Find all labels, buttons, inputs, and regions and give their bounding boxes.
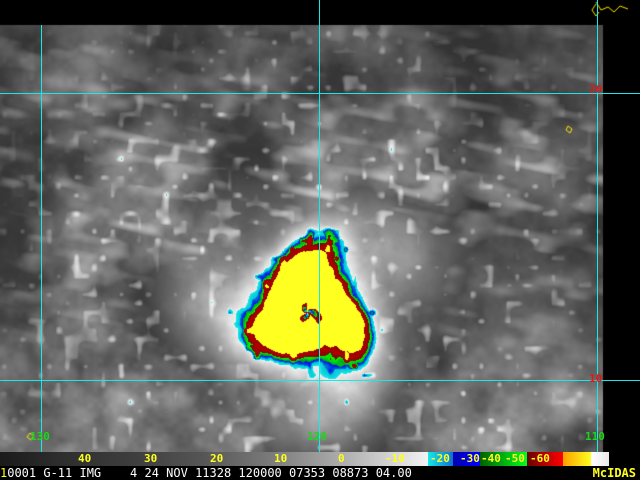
infrared-satellite-canvas xyxy=(0,0,640,452)
grid-parallel-10 xyxy=(0,380,640,381)
status-frame-prefix: 1 xyxy=(0,466,8,480)
color-bar-segment xyxy=(527,452,563,466)
color-bar-tick-label: -60 xyxy=(530,452,550,465)
status-text: 0001 G-11 IMG 4 24 NOV 11328 120000 0735… xyxy=(7,466,412,480)
grid-meridian-110 xyxy=(597,0,598,452)
longitude-label-110: 110 xyxy=(585,430,605,443)
longitude-label-130: 130 xyxy=(30,430,50,443)
longitude-label-120: 120 xyxy=(307,430,327,443)
color-bar-segment xyxy=(338,452,386,466)
color-bar-tick-label: -40 xyxy=(481,452,501,465)
grid-parallel-20 xyxy=(0,93,640,94)
color-bar-tick-label: -50 xyxy=(505,452,525,465)
color-bar-tick-label: 40 xyxy=(78,452,92,465)
color-bar-segment xyxy=(62,452,132,466)
color-bar-segment xyxy=(132,452,202,466)
color-bar-tick-label: 30 xyxy=(144,452,158,465)
color-bar-segment xyxy=(270,452,338,466)
color-bar-segment xyxy=(0,452,62,466)
color-bar-tick-label: 0 xyxy=(338,452,345,465)
color-bar-tick-label: 20 xyxy=(210,452,224,465)
color-bar-segment xyxy=(428,452,453,466)
color-bar-segment xyxy=(563,452,591,466)
color-bar-segment xyxy=(480,452,527,466)
color-bar-tick-label: -30 xyxy=(460,452,480,465)
color-bar-segment xyxy=(453,452,480,466)
mcidas-brand-label: McIDAS xyxy=(592,466,636,480)
grid-meridian-130 xyxy=(41,25,42,452)
color-bar-segment xyxy=(202,452,270,466)
color-bar-segment xyxy=(591,452,609,466)
color-bar-tick-label: -20 xyxy=(430,452,450,465)
satellite-image-area[interactable]: 20 10 130 120 110 xyxy=(0,0,640,452)
latitude-label-20: 20 xyxy=(589,83,603,96)
color-bar-tick-label: -10 xyxy=(385,452,405,465)
color-bar-segment xyxy=(609,452,640,466)
color-bar-tick-label: 10 xyxy=(274,452,288,465)
latitude-label-10: 10 xyxy=(589,372,603,385)
color-bar-segment xyxy=(386,452,428,466)
status-line: 10001 G-11 IMG 4 24 NOV 11328 120000 073… xyxy=(0,466,640,480)
grid-meridian-120 xyxy=(319,0,320,452)
